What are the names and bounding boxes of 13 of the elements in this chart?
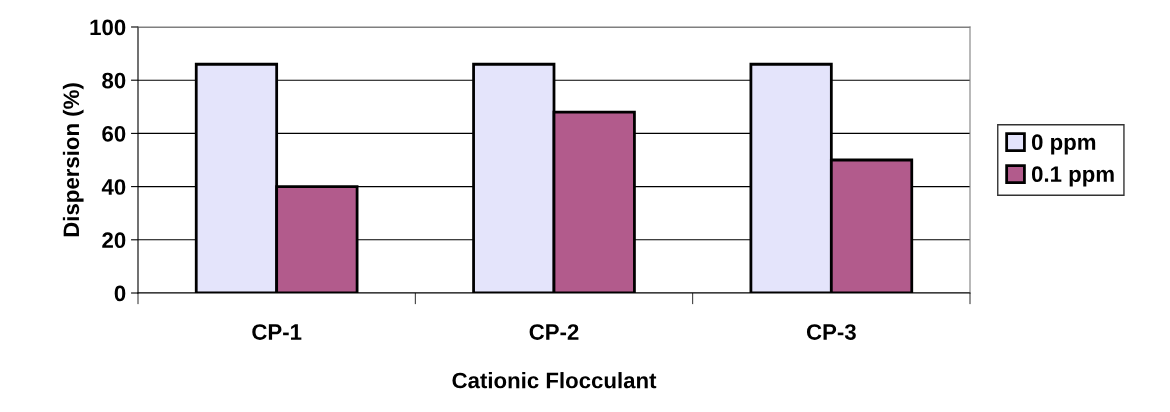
legend-label: 0.1 ppm [1031, 166, 1114, 187]
x-axis-title: Cationic Flocculant [452, 372, 657, 389]
legend-label: 0 ppm [1031, 134, 1096, 155]
y-axis-title: Dispersion (%) [62, 83, 84, 237]
x-tick-label: CP-1 [252, 324, 302, 340]
y-tick-label: 40 [101, 179, 126, 195]
y-tick-label: 100 [90, 19, 126, 36]
y-tick-label: 0 [114, 285, 126, 302]
x-tick-label: CP-3 [806, 324, 856, 340]
y-tick-label: 20 [102, 232, 126, 249]
x-tick-label: CP-2 [529, 324, 579, 340]
y-tick-label: 60 [102, 125, 126, 142]
y-tick-label: 80 [102, 72, 126, 89]
